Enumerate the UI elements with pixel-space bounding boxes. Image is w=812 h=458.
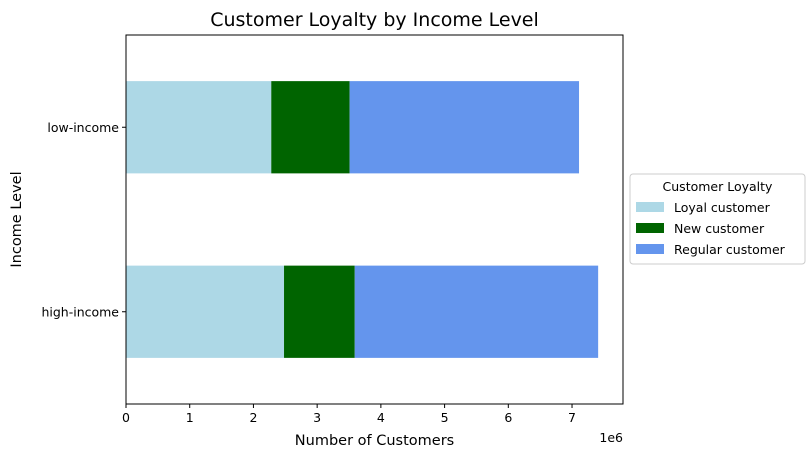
legend: Customer Loyalty Loyal customer New custo…: [629, 173, 806, 265]
x-tick-label: 3: [313, 410, 321, 425]
legend-label: Loyal customer: [674, 200, 771, 215]
legend-label: Regular customer: [674, 242, 786, 257]
legend-swatch: [636, 223, 664, 233]
x-tick-label: 1: [186, 410, 194, 425]
legend-box: [629, 173, 806, 265]
bar-high-income-new-customer: [284, 265, 355, 358]
y-axis-label: Income Level: [9, 171, 25, 267]
x-tick-label: 2: [249, 410, 257, 425]
bars-layer: [126, 81, 599, 358]
y-tick-label: high-income: [41, 304, 119, 319]
legend-swatch: [636, 244, 664, 254]
chart-title: Customer Loyalty by Income Level: [210, 9, 539, 31]
legend-title: Customer Loyalty: [663, 179, 774, 194]
legend-items: Loyal customer New customer Regular custom…: [636, 200, 786, 257]
y-tick-label: low-income: [47, 120, 119, 135]
y-ticks: high-income low-income: [41, 120, 126, 319]
bar-high-income-regular-customer: [354, 265, 599, 358]
x-axis-multiplier: 1e6: [599, 430, 623, 445]
x-tick-label: 4: [377, 410, 385, 425]
x-tick-label: 0: [122, 410, 130, 425]
x-ticks: 0 1 2 3 4 5 6 7: [122, 404, 576, 425]
x-axis-label: Number of Customers: [295, 433, 454, 449]
bar-low-income-loyal-customer: [126, 81, 272, 174]
plot-frame: [125, 34, 624, 405]
bar-high-income-loyal-customer: [126, 265, 285, 358]
x-tick-label: 7: [568, 410, 576, 425]
legend-swatch: [636, 202, 664, 212]
bar-low-income-regular-customer: [349, 81, 580, 174]
bar-low-income-new-customer: [271, 81, 350, 174]
legend-label: New customer: [674, 221, 765, 236]
x-tick-label: 5: [441, 410, 449, 425]
x-tick-label: 6: [504, 410, 512, 425]
